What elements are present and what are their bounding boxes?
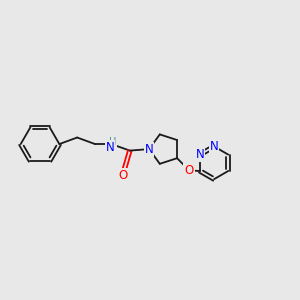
- Text: N: N: [196, 148, 204, 161]
- Text: O: O: [118, 169, 128, 182]
- Text: O: O: [184, 164, 194, 177]
- Text: H: H: [109, 137, 116, 147]
- Text: N: N: [106, 141, 115, 154]
- Text: N: N: [145, 142, 154, 156]
- Text: N: N: [210, 140, 218, 153]
- Text: N: N: [145, 142, 154, 156]
